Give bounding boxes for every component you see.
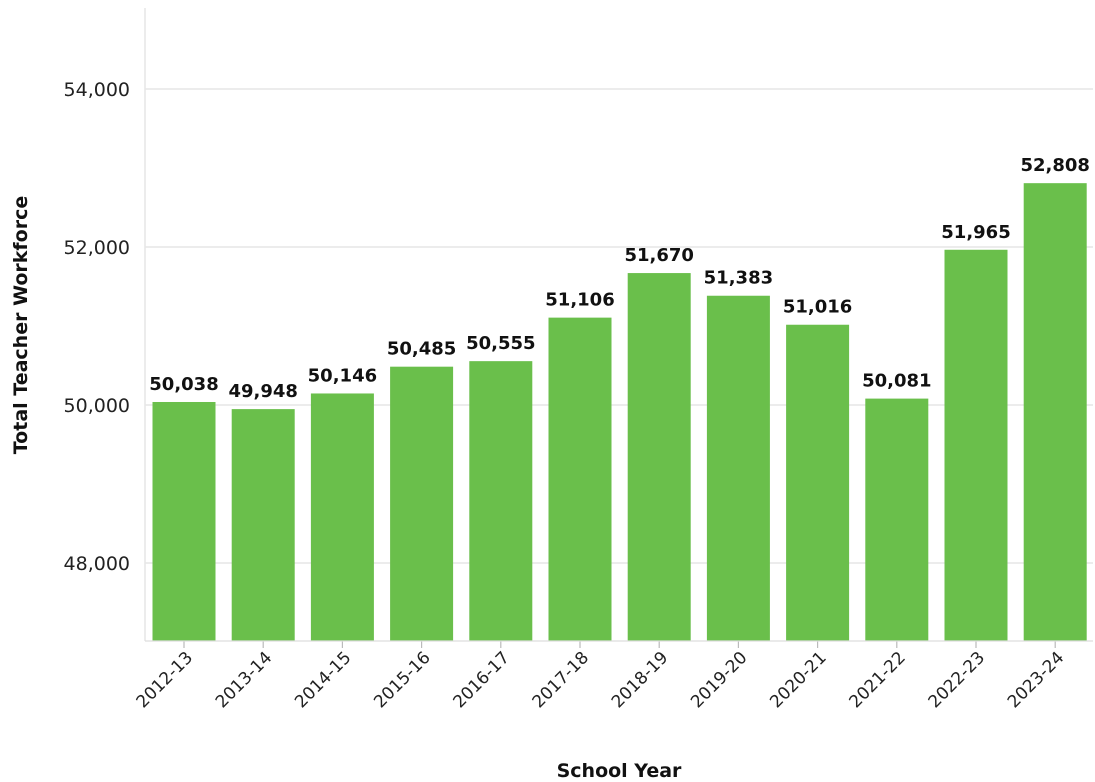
data-label: 50,146 [308, 365, 377, 386]
x-tick-label: 2023-24 [1004, 648, 1068, 712]
x-tick-label-group: 2020-21 [766, 648, 830, 712]
bar [469, 361, 533, 641]
x-tick-label: 2017-18 [529, 648, 593, 712]
bar [310, 393, 374, 641]
x-tick-label: 2018-19 [608, 648, 672, 712]
x-tick-label-group: 2016-17 [450, 648, 514, 712]
y-tick-label: 48,000 [64, 553, 130, 575]
bar [152, 401, 216, 641]
x-tick-label-group: 2015-16 [370, 648, 434, 712]
x-tick-label-group: 2018-19 [608, 648, 672, 712]
x-tick-label: 2015-16 [370, 648, 434, 712]
x-tick-label: 2019-20 [687, 648, 751, 712]
bar [706, 295, 770, 641]
data-label: 51,016 [783, 297, 852, 318]
bar [231, 409, 295, 641]
x-tick-label-group: 2023-24 [1004, 648, 1068, 712]
data-label: 49,948 [228, 381, 297, 402]
x-tick-label: 2022-23 [925, 648, 989, 712]
y-axis: 48,000 50,000 52,000 54,000 [64, 8, 146, 641]
bar [627, 273, 691, 641]
x-tick-label: 2016-17 [450, 648, 514, 712]
x-tick-label-group: 2013-14 [212, 648, 276, 712]
data-label: 51,670 [624, 245, 693, 266]
y-axis-title: Total Teacher Workforce [10, 196, 32, 455]
data-labels: 50,038 49,948 50,146 50,485 50,555 51,106 51,6… [149, 155, 1090, 402]
x-tick-label-group: 2012-13 [133, 648, 197, 712]
y-tick-label: 52,000 [64, 237, 130, 259]
x-tick-label-group: 2014-15 [291, 648, 355, 712]
x-tick-label: 2013-14 [212, 648, 276, 712]
bar [390, 366, 454, 641]
x-axis: 2012-13 2013-14 2014-15 2015-16 2016-17 2017-… [133, 640, 1093, 712]
x-tick-label-group: 2021-22 [846, 648, 910, 712]
data-label: 50,038 [149, 374, 218, 395]
bar [1023, 183, 1087, 641]
data-label: 50,485 [387, 339, 456, 360]
x-tick-label: 2021-22 [846, 648, 910, 712]
bar [944, 249, 1008, 641]
data-label: 51,383 [704, 268, 773, 289]
grid-lines [145, 88, 1093, 564]
x-axis-title: School Year [557, 760, 682, 782]
data-label: 51,106 [545, 290, 614, 311]
data-label: 50,555 [466, 333, 535, 354]
x-tick-label: 2020-21 [766, 648, 830, 712]
x-tick-label-group: 2017-18 [529, 648, 593, 712]
data-label: 50,081 [862, 371, 931, 392]
x-tick-label-group: 2019-20 [687, 648, 751, 712]
bars [152, 183, 1087, 641]
data-label: 51,965 [941, 222, 1010, 243]
y-tick-label: 50,000 [64, 395, 130, 417]
y-tick-label: 54,000 [64, 79, 130, 101]
bar [865, 398, 929, 641]
x-tick-label: 2012-13 [133, 648, 197, 712]
bar [548, 317, 612, 641]
data-label: 52,808 [1020, 155, 1089, 176]
x-tick-label-group: 2022-23 [925, 648, 989, 712]
bar [786, 324, 850, 641]
x-tick-label: 2014-15 [291, 648, 355, 712]
